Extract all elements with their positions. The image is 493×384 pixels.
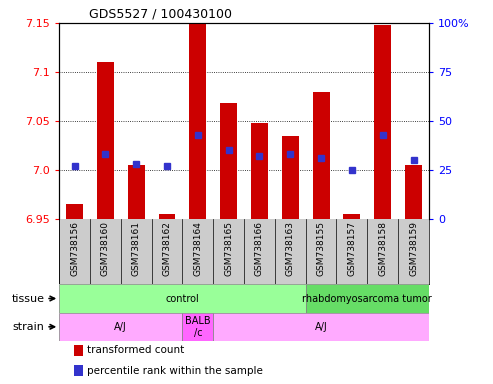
Text: transformed count: transformed count [87,345,184,355]
Bar [374,25,391,219]
Text: tissue: tissue [11,293,44,303]
Text: GSM738166: GSM738166 [255,221,264,276]
Bar [159,214,176,219]
Text: GDS5527 / 100430100: GDS5527 / 100430100 [89,7,232,20]
Text: GSM738160: GSM738160 [101,221,110,276]
Text: rhabdomyosarcoma tumor: rhabdomyosarcoma tumor [302,293,432,303]
Bar [182,313,213,341]
Bar [59,284,306,313]
Text: BALB
/c: BALB /c [185,316,211,338]
Text: GSM738163: GSM738163 [286,221,295,276]
Text: percentile rank within the sample: percentile rank within the sample [87,366,263,376]
Bar [213,313,429,341]
Text: A/J: A/J [315,322,327,332]
Bar [97,62,114,219]
Bar [251,123,268,219]
Text: strain: strain [12,322,44,332]
Bar [313,92,329,219]
Bar [74,365,83,376]
Text: control: control [166,293,199,303]
Text: A/J: A/J [114,322,127,332]
Text: GSM738165: GSM738165 [224,221,233,276]
Text: GSM738164: GSM738164 [193,221,202,276]
Bar [344,214,360,219]
Bar [282,136,299,219]
Bar [220,103,237,219]
Text: GSM738158: GSM738158 [378,221,387,276]
Bar [405,165,422,219]
Bar [128,165,144,219]
Text: GSM738159: GSM738159 [409,221,418,276]
Text: GSM738161: GSM738161 [132,221,141,276]
Bar [306,284,429,313]
Bar [189,23,206,219]
Text: GSM738155: GSM738155 [317,221,325,276]
Bar [74,345,83,356]
Bar [66,204,83,219]
Text: GSM738162: GSM738162 [163,221,172,276]
Bar [59,313,182,341]
Text: GSM738156: GSM738156 [70,221,79,276]
Text: GSM738157: GSM738157 [348,221,356,276]
